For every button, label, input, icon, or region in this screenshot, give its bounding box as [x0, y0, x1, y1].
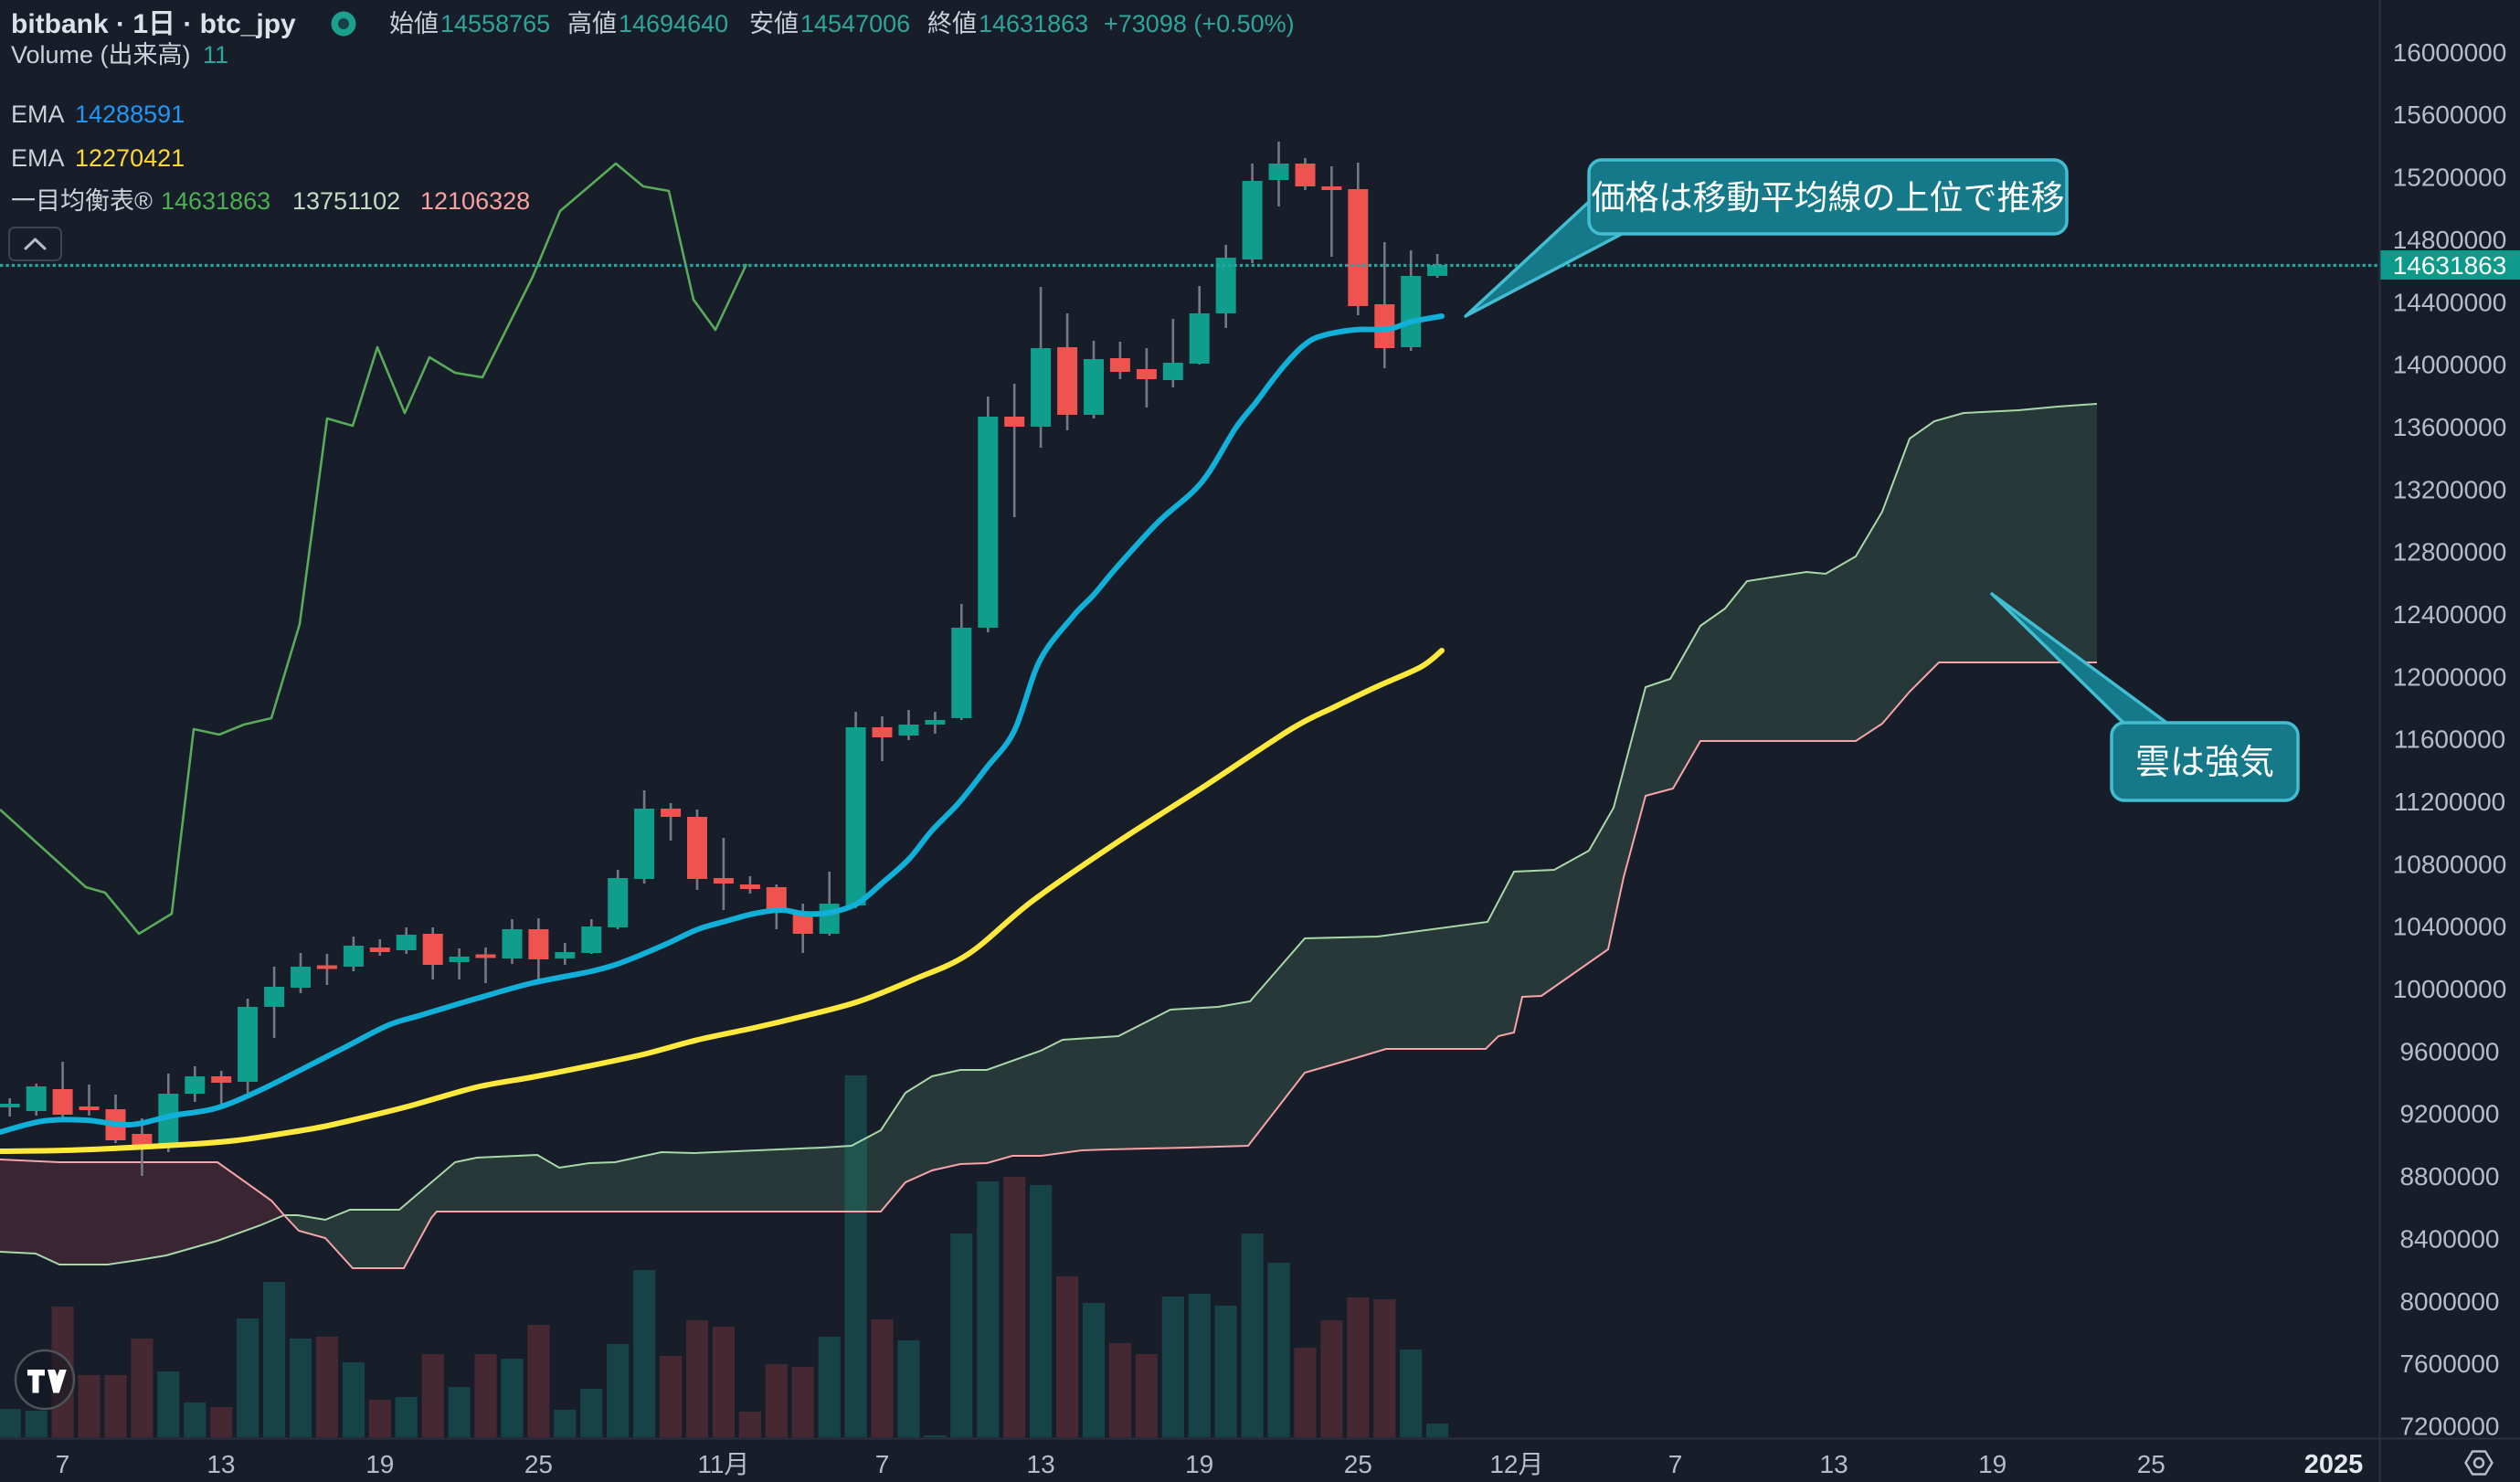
svg-text:一目均衡表®: 一目均衡表® [11, 187, 153, 215]
svg-text:12000000: 12000000 [2393, 662, 2507, 691]
svg-text:15200000: 15200000 [2393, 164, 2507, 192]
svg-text:13: 13 [1027, 1450, 1055, 1478]
svg-text:7200000: 7200000 [2399, 1413, 2499, 1441]
svg-text:11600000: 11600000 [2394, 725, 2506, 754]
svg-text:7: 7 [1668, 1450, 1683, 1478]
svg-text:14558765: 14558765 [440, 10, 550, 37]
svg-text:Volume (出来高): Volume (出来高) [11, 41, 191, 69]
svg-text:25: 25 [1344, 1450, 1372, 1478]
svg-text:16000000: 16000000 [2393, 38, 2507, 67]
svg-text:11: 11 [203, 41, 228, 69]
svg-text:bitbank · 1日 · btc_jpy: bitbank · 1日 · btc_jpy [11, 9, 296, 39]
svg-text:11月: 11月 [697, 1450, 749, 1478]
svg-text:雲は強気: 雲は強気 [2135, 744, 2274, 782]
svg-text:2025: 2025 [2304, 1450, 2364, 1479]
svg-text:13: 13 [1820, 1450, 1848, 1478]
svg-text:EMA: EMA [11, 144, 65, 172]
svg-text:14631863: 14631863 [979, 10, 1088, 37]
svg-text:終値: 終値 [927, 10, 977, 37]
svg-text:安値: 安値 [749, 10, 799, 37]
svg-text:12400000: 12400000 [2393, 600, 2507, 629]
svg-text:7: 7 [56, 1450, 70, 1478]
svg-text:14631863: 14631863 [161, 187, 270, 215]
svg-text:12270421: 12270421 [75, 144, 185, 172]
svg-text:25: 25 [2137, 1450, 2165, 1478]
svg-text:EMA: EMA [11, 101, 65, 128]
svg-text:+73098 (+0.50%): +73098 (+0.50%) [1104, 10, 1295, 37]
svg-text:14631863: 14631863 [2393, 251, 2507, 280]
svg-text:14288591: 14288591 [75, 101, 185, 128]
svg-text:14400000: 14400000 [2393, 288, 2507, 316]
svg-text:13751102: 13751102 [292, 187, 400, 215]
svg-text:13200000: 13200000 [2393, 475, 2507, 503]
svg-text:12800000: 12800000 [2393, 538, 2507, 566]
svg-text:高値: 高値 [567, 10, 617, 37]
svg-text:14800000: 14800000 [2393, 226, 2507, 254]
svg-text:19: 19 [365, 1450, 394, 1478]
svg-text:価格は移動平均線の上位で推移: 価格は移動平均線の上位で推移 [1592, 179, 2065, 217]
svg-text:8800000: 8800000 [2399, 1162, 2499, 1191]
svg-text:10000000: 10000000 [2393, 975, 2507, 1003]
svg-text:10800000: 10800000 [2393, 850, 2507, 878]
svg-text:始値: 始値 [389, 10, 439, 37]
svg-text:9600000: 9600000 [2399, 1037, 2499, 1065]
svg-text:12106328: 12106328 [420, 187, 530, 215]
svg-text:7600000: 7600000 [2399, 1350, 2499, 1378]
svg-text:13: 13 [206, 1450, 235, 1478]
svg-text:19: 19 [1978, 1450, 2006, 1478]
svg-text:19: 19 [1185, 1450, 1213, 1478]
svg-text:11200000: 11200000 [2394, 788, 2506, 816]
svg-text:15600000: 15600000 [2393, 101, 2507, 129]
svg-text:14000000: 14000000 [2393, 351, 2507, 379]
svg-text:13600000: 13600000 [2393, 413, 2507, 441]
svg-text:9200000: 9200000 [2399, 1100, 2499, 1128]
svg-text:14694640: 14694640 [619, 10, 728, 37]
svg-text:12月: 12月 [1489, 1450, 1543, 1478]
svg-text:10400000: 10400000 [2393, 913, 2507, 941]
svg-text:14547006: 14547006 [800, 10, 910, 37]
svg-text:8000000: 8000000 [2399, 1287, 2499, 1316]
svg-text:8400000: 8400000 [2399, 1224, 2499, 1253]
svg-text:7: 7 [875, 1450, 890, 1478]
svg-text:25: 25 [524, 1450, 553, 1478]
